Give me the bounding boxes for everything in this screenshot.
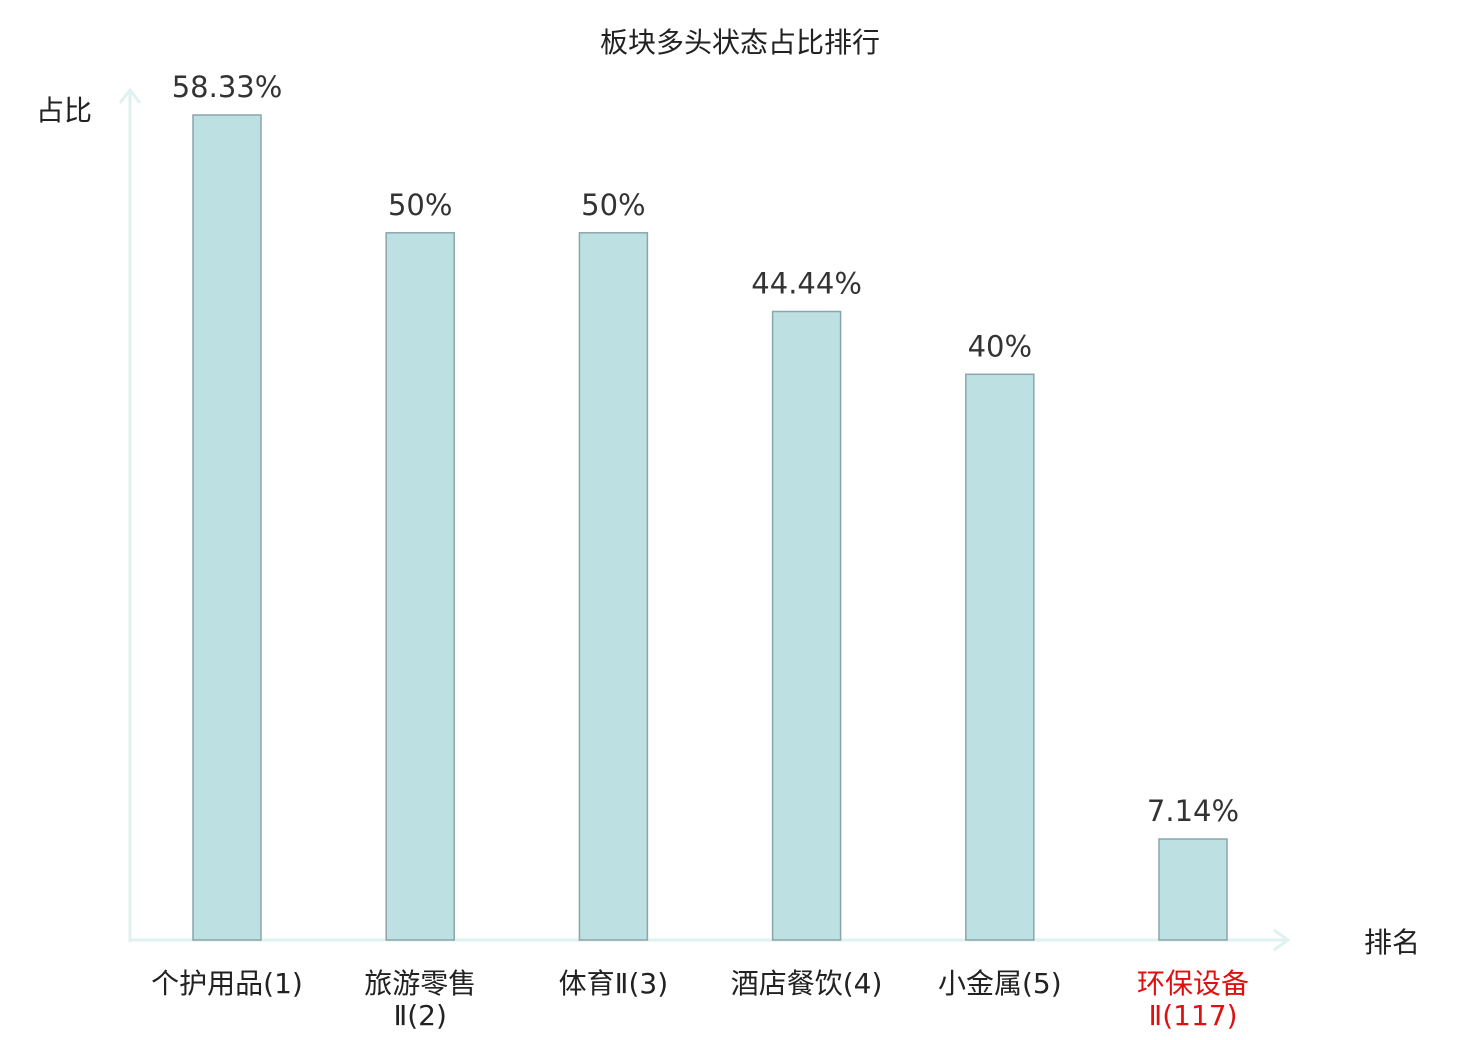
category-label-line: 酒店餐饮(4) bbox=[731, 967, 883, 1000]
category-label-4: 酒店餐饮(4) bbox=[731, 967, 883, 1000]
category-label-2: 旅游零售 Ⅱ(2) bbox=[364, 967, 476, 1032]
category-label-5: 小金属(5) bbox=[938, 967, 1062, 1000]
category-label-line: 个护用品(1) bbox=[151, 967, 303, 1000]
bar-3 bbox=[578, 232, 649, 941]
category-label-line: 体育Ⅱ(3) bbox=[559, 967, 668, 1000]
bar-5 bbox=[965, 373, 1035, 941]
value-label-1: 58.33% bbox=[172, 70, 283, 104]
category-label-line: 旅游零售 bbox=[364, 967, 476, 1000]
bar-2 bbox=[385, 232, 455, 941]
value-labels-group: 58.33% 50% 50% 44.44% 40% 7.14% bbox=[172, 70, 1239, 828]
category-label-line: 环保设备 bbox=[1137, 967, 1249, 1000]
bar-1 bbox=[192, 114, 262, 941]
value-label-4: 44.44% bbox=[751, 267, 862, 301]
category-labels-group: 个护用品(1) 旅游零售 Ⅱ(2)体育Ⅱ(3) 酒店餐饮(4) 小金属(5) 环保设备 Ⅱ(… bbox=[151, 967, 1249, 1032]
category-label-6: 环保设备 Ⅱ(117) bbox=[1137, 967, 1249, 1032]
category-label-1: 个护用品(1) bbox=[151, 967, 303, 1000]
y-axis-label: 占比 bbox=[36, 94, 92, 127]
category-label-3: 体育Ⅱ(3) bbox=[559, 967, 668, 1000]
bar-4 bbox=[771, 310, 842, 941]
x-axis-label: 排名 bbox=[1364, 926, 1420, 959]
value-label-5: 40% bbox=[968, 329, 1032, 363]
category-label-line: 小金属(5) bbox=[938, 967, 1062, 1000]
category-label-line: Ⅱ(117) bbox=[1148, 999, 1237, 1032]
chart-title: 板块多头状态占比排行 bbox=[600, 26, 880, 59]
axes bbox=[118, 87, 1291, 952]
x-axis-arrow bbox=[1273, 928, 1291, 952]
value-label-6: 7.14% bbox=[1147, 794, 1239, 828]
value-label-3: 50% bbox=[581, 188, 645, 222]
y-axis-arrow bbox=[118, 87, 142, 104]
bars-group bbox=[192, 114, 1228, 941]
category-label-line: Ⅱ(2) bbox=[393, 999, 446, 1032]
bar-6 bbox=[1158, 838, 1228, 941]
value-label-2: 50% bbox=[388, 188, 452, 222]
